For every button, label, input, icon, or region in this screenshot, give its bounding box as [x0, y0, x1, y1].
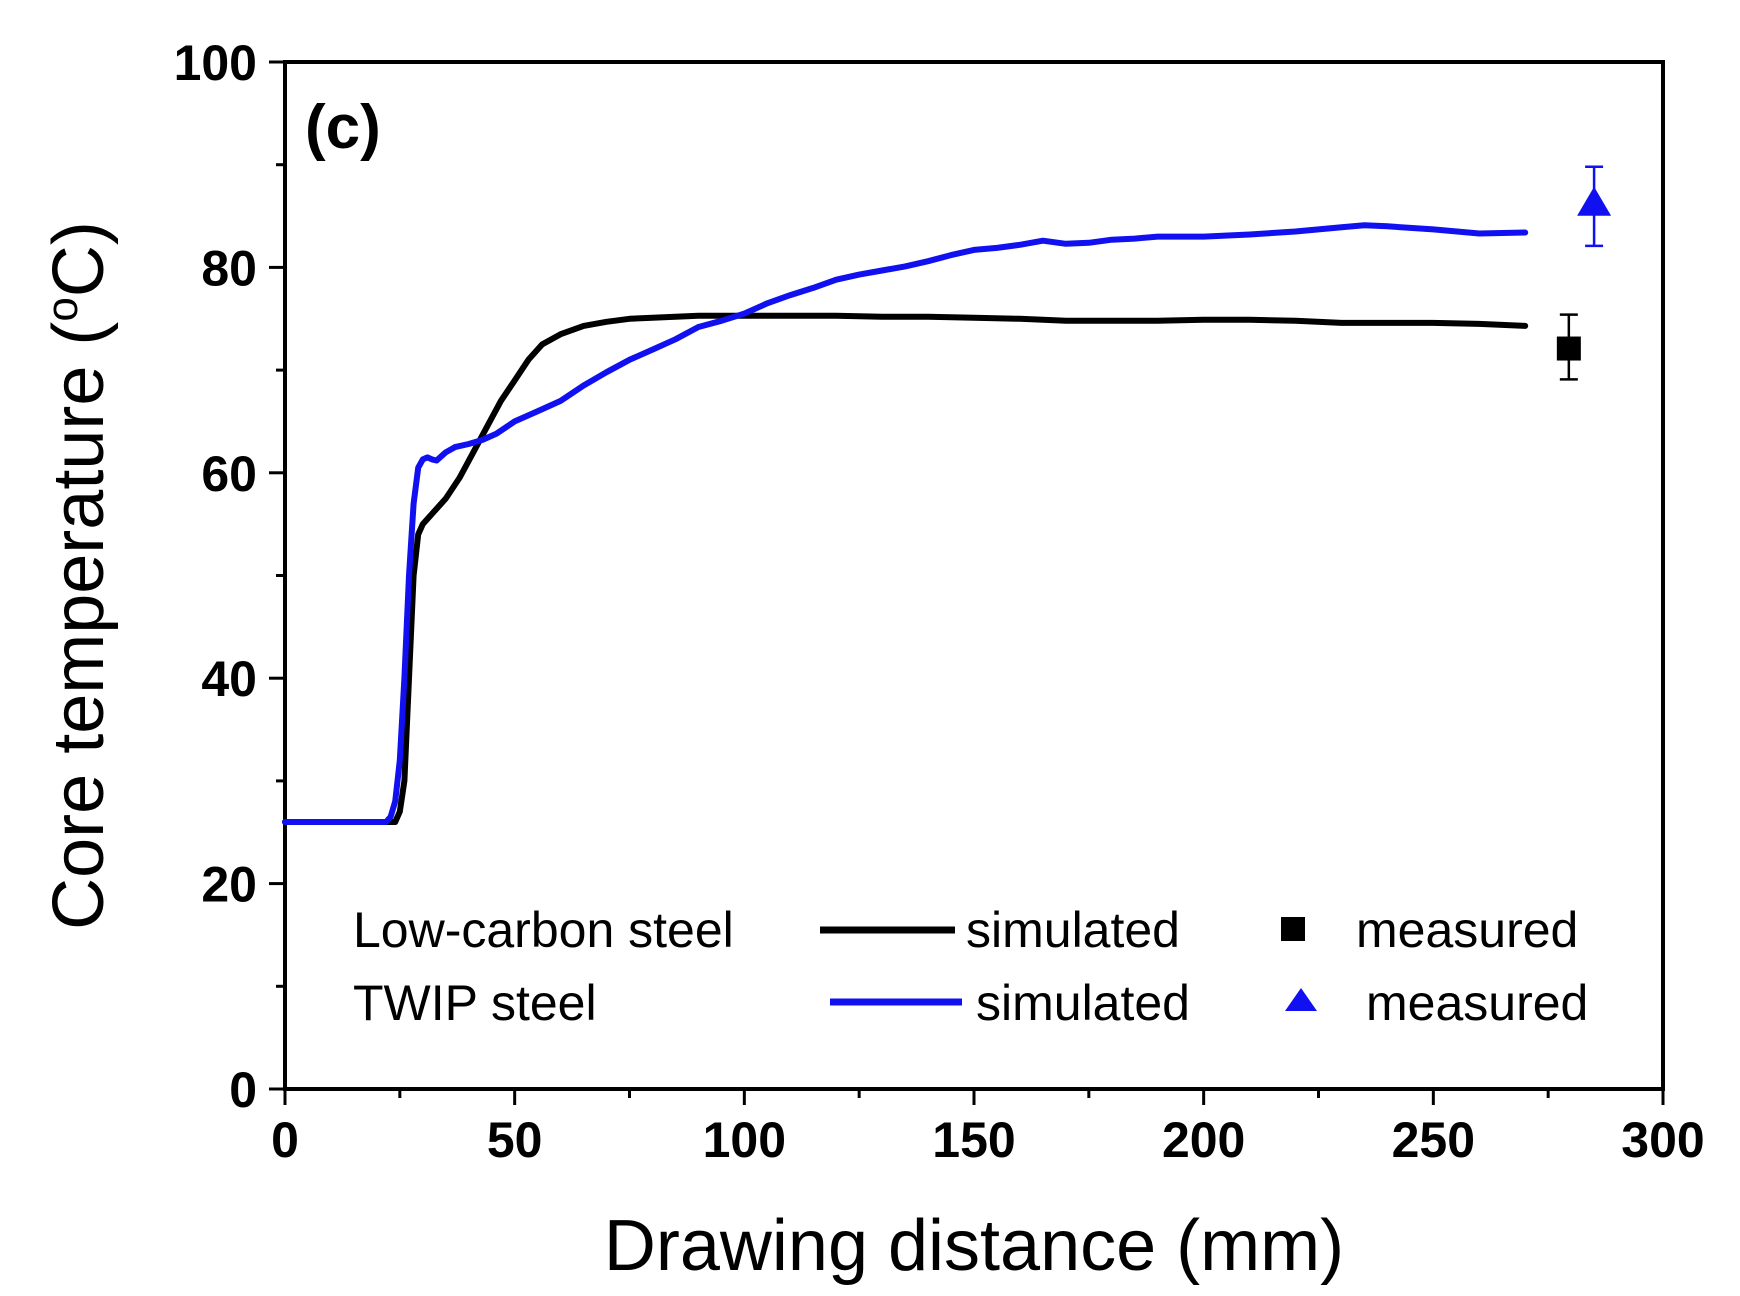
x-tick-label: 0	[271, 1112, 299, 1168]
legend-material-twip: TWIP steel	[353, 975, 597, 1031]
legend-simulated-twip: simulated	[976, 975, 1190, 1031]
y-tick-label: 60	[201, 446, 257, 502]
x-tick-label: 250	[1392, 1112, 1475, 1168]
x-tick-label: 150	[932, 1112, 1015, 1168]
panel-label: (c)	[305, 93, 381, 162]
x-tick-label: 100	[703, 1112, 786, 1168]
measured-point-twip	[1577, 186, 1612, 216]
y-tick-label: 40	[201, 651, 257, 707]
legend: Low-carbon steel simulated measured TWIP…	[353, 902, 1588, 1031]
y-tick-label: 0	[229, 1062, 257, 1118]
legend-measured-twip: measured	[1366, 975, 1588, 1031]
legend-triangle-marker	[1285, 988, 1317, 1011]
y-axis-title-main: Core temperature (	[39, 322, 119, 930]
y-tick-label: 20	[201, 857, 257, 913]
legend-square-marker	[1281, 917, 1305, 941]
series-low-carbon-line	[282, 312, 1529, 825]
x-axis-title: Drawing distance (mm)	[604, 1206, 1344, 1286]
legend-measured-low-carbon: measured	[1356, 902, 1578, 958]
y-axis-title-sup: o	[38, 297, 87, 321]
y-axis-title-end: C)	[39, 221, 119, 297]
legend-simulated-low-carbon: simulated	[966, 902, 1180, 958]
y-tick-label: 100	[174, 35, 257, 91]
series-layer	[282, 222, 1529, 825]
markers-layer	[1556, 165, 1612, 381]
y-axis-title: Core temperature (oC)	[38, 221, 119, 930]
x-tick-label: 300	[1621, 1112, 1704, 1168]
x-tick-label: 200	[1162, 1112, 1245, 1168]
ticks-layer: 0 50 100 150 200 250 300 0 20 40 60 80 100	[174, 35, 1705, 1168]
y-tick-label: 80	[201, 240, 257, 296]
legend-material-low-carbon: Low-carbon steel	[353, 902, 734, 958]
measured-point-low-carbon	[1556, 336, 1581, 361]
series-twip-line	[282, 222, 1529, 825]
x-tick-label: 50	[487, 1112, 543, 1168]
